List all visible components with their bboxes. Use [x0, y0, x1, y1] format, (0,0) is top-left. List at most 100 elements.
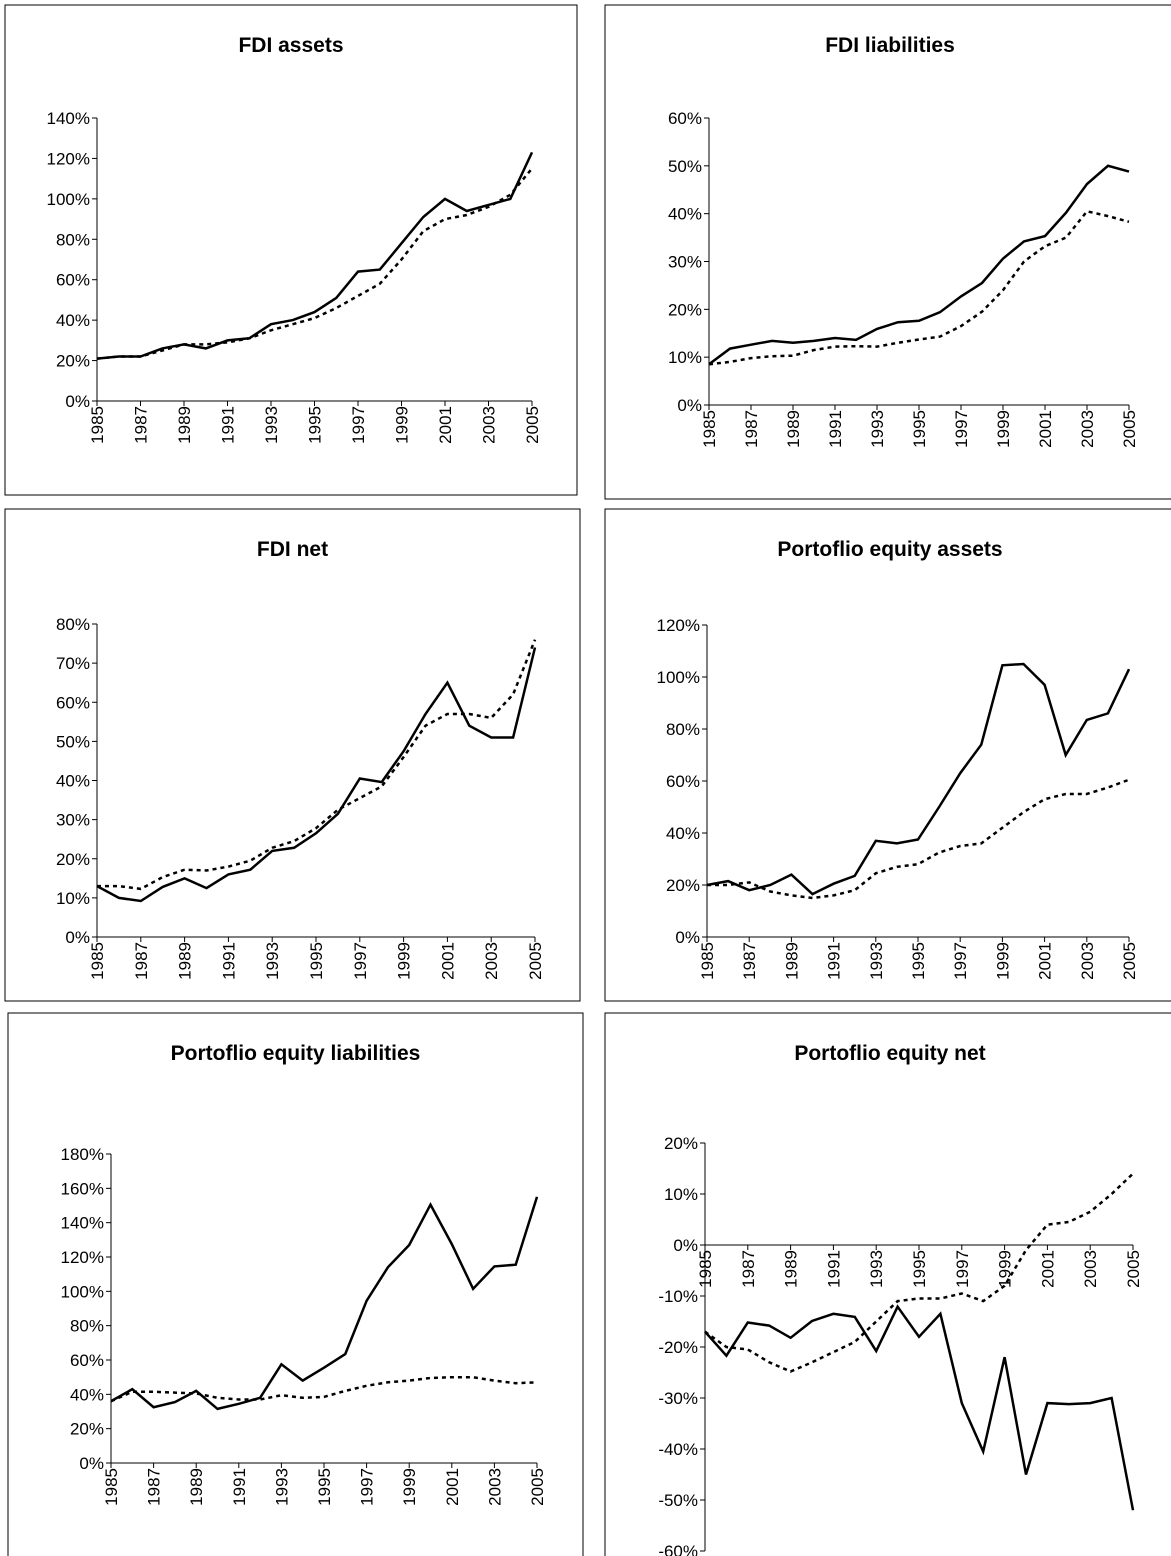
chart-panel: Portoflio equity liabilities 0% 20% 40% 60% 8…: [7, 1012, 584, 1556]
chart-panel: FDI net 0% 10% 20% 30% 40% 50% 60% 70% 80% 1985 198…: [4, 508, 581, 1002]
x-tick-label: 1991: [826, 410, 845, 448]
x-tick-label: 1999: [993, 942, 1012, 980]
x-tick-label: 2001: [443, 1468, 462, 1506]
y-tick-label: 140%: [61, 1214, 104, 1233]
x-tick-label: 1985: [696, 1250, 715, 1288]
y-tick-label: 100%: [657, 668, 700, 687]
x-tick-label: 2003: [485, 1468, 504, 1506]
x-tick-label: 2005: [526, 942, 545, 980]
y-tick-label: 100%: [47, 190, 90, 209]
x-tick-label: 1995: [306, 406, 325, 444]
x-tick-label: 2005: [1120, 410, 1139, 448]
y-tick-label: 40%: [668, 205, 702, 224]
x-tick-label: 1989: [782, 942, 801, 980]
x-tick-label: 2001: [1038, 1250, 1057, 1288]
panel-border: [604, 1012, 1171, 1556]
data-line: [96, 647, 537, 903]
data-line: [110, 1196, 539, 1411]
panel-border: [7, 1012, 584, 1556]
y-tick-label: 120%: [657, 616, 700, 635]
y-tick-label: -20%: [658, 1338, 698, 1357]
data-line: [707, 778, 1130, 900]
y-tick-label: 20%: [666, 876, 700, 895]
x-tick-label: 1993: [262, 406, 281, 444]
data-line: [96, 167, 533, 360]
chart-title: FDI net: [257, 538, 328, 561]
y-tick-label: 0%: [79, 1454, 104, 1473]
chart-title: Portoflio equity liabilities: [171, 1042, 421, 1065]
x-tick-label: 2003: [480, 406, 499, 444]
x-tick-label: 1995: [910, 1250, 929, 1288]
x-tick-label: 1989: [187, 1468, 206, 1506]
y-tick-label: 0%: [675, 928, 700, 947]
x-tick-label: 2005: [528, 1468, 547, 1506]
y-tick-label: 30%: [668, 253, 702, 272]
y-tick-label: -40%: [658, 1440, 698, 1459]
x-tick-label: 1995: [315, 1468, 334, 1506]
x-tick-label: 2003: [1078, 942, 1097, 980]
x-tick-label: 1997: [358, 1468, 377, 1506]
x-tick-label: 1993: [867, 942, 886, 980]
panel-border: [604, 508, 1171, 1002]
x-tick-label: 1997: [349, 406, 368, 444]
panel-border: [604, 4, 1171, 500]
x-tick-label: 1999: [393, 406, 412, 444]
panel-border: [4, 4, 578, 496]
y-tick-label: 100%: [61, 1282, 104, 1301]
x-tick-label: 2003: [482, 942, 501, 980]
x-tick-label: 1991: [219, 406, 238, 444]
x-tick-label: 1997: [351, 942, 370, 980]
x-tick-label: 2005: [1120, 942, 1139, 980]
y-tick-label: 160%: [61, 1179, 104, 1198]
data-line: [97, 639, 537, 891]
y-tick-label: 20%: [70, 1420, 104, 1439]
y-tick-label: 10%: [668, 348, 702, 367]
x-tick-label: 1999: [395, 942, 414, 980]
y-tick-label: 80%: [70, 1317, 104, 1336]
data-line: [706, 662, 1131, 896]
x-tick-label: 1987: [132, 406, 151, 444]
data-line: [704, 1172, 1134, 1373]
x-tick-label: 1987: [145, 1468, 164, 1506]
data-line: [96, 151, 534, 360]
x-tick-label: 1987: [739, 1250, 758, 1288]
chart-title: FDI assets: [238, 34, 343, 57]
y-tick-label: 60%: [56, 693, 90, 712]
y-tick-label: -30%: [658, 1389, 698, 1408]
x-tick-label: 1989: [784, 410, 803, 448]
x-tick-label: 1985: [700, 410, 719, 448]
y-tick-label: 40%: [70, 1385, 104, 1404]
chart-panel: FDI liabilities 0% 10% 20% 30% 40% 50% 60% 1985 1…: [604, 4, 1171, 500]
y-tick-label: 20%: [664, 1134, 698, 1153]
y-tick-label: 80%: [56, 230, 90, 249]
y-tick-label: 60%: [56, 271, 90, 290]
x-tick-label: 1991: [219, 942, 238, 980]
x-tick-label: 1999: [994, 410, 1013, 448]
x-tick-label: 1987: [742, 410, 761, 448]
y-tick-label: 120%: [47, 149, 90, 168]
y-tick-label: 50%: [56, 732, 90, 751]
y-tick-label: 80%: [666, 720, 700, 739]
y-tick-label: 80%: [56, 615, 90, 634]
x-tick-label: 1989: [176, 942, 195, 980]
y-tick-label: -10%: [658, 1287, 698, 1306]
y-tick-label: 60%: [668, 109, 702, 128]
x-tick-label: 1999: [400, 1468, 419, 1506]
y-tick-label: 0%: [65, 928, 90, 947]
y-tick-label: 20%: [668, 300, 702, 319]
x-tick-label: 1993: [272, 1468, 291, 1506]
x-tick-label: 1985: [88, 406, 107, 444]
y-tick-label: 60%: [666, 772, 700, 791]
y-tick-label: 30%: [56, 811, 90, 830]
chart-panel: Portoflio equity net -60% -50% -40% -30% -20%…: [604, 1012, 1171, 1556]
data-line: [110, 1375, 538, 1403]
x-tick-label: 2003: [1081, 1250, 1100, 1288]
x-tick-label: 1999: [996, 1250, 1015, 1288]
x-tick-label: 1991: [230, 1468, 249, 1506]
x-tick-label: 2005: [1124, 1250, 1143, 1288]
chart-panel: FDI assets 0% 20% 40% 60% 80% 100% 120% 140% 1985…: [4, 4, 578, 496]
x-tick-label: 1995: [910, 410, 929, 448]
chart-title: Portoflio equity net: [794, 1042, 985, 1065]
y-tick-label: 0%: [673, 1236, 698, 1255]
x-tick-label: 1989: [782, 1250, 801, 1288]
